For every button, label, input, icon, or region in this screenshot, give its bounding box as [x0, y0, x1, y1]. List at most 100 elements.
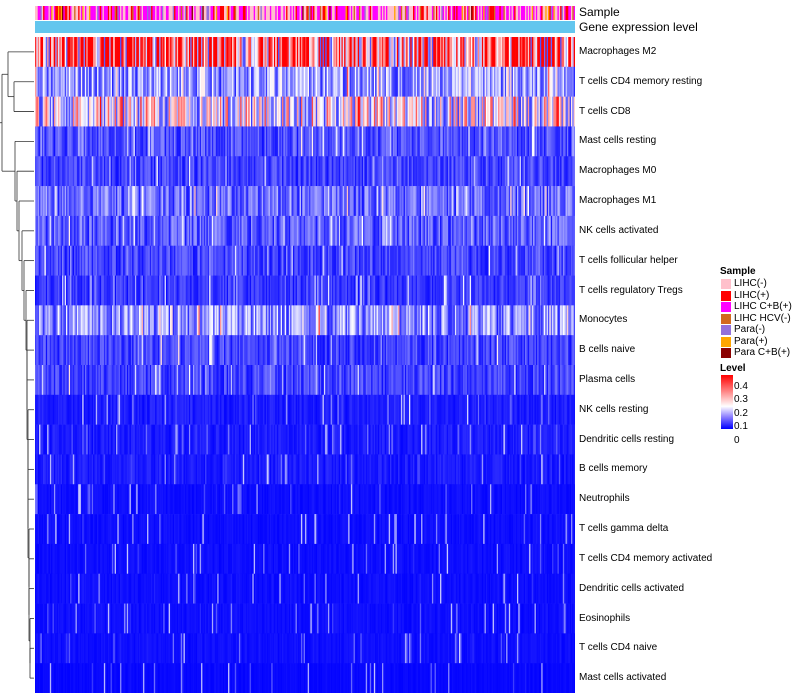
heatmap-cell — [426, 126, 429, 157]
sample-cell — [37, 6, 40, 20]
heatmap-cell — [458, 335, 461, 366]
heatmap-cell — [136, 335, 138, 366]
heatmap-cell — [535, 305, 538, 336]
heatmap-cell — [241, 245, 244, 276]
heatmap-cell — [392, 335, 395, 366]
heatmap-cell — [541, 275, 543, 306]
heatmap-cell — [388, 245, 391, 276]
heatmap-cell — [442, 66, 445, 97]
sample-cell — [398, 6, 400, 20]
heatmap-cell — [541, 96, 543, 127]
heatmap-cell — [261, 305, 264, 336]
heatmap-cell — [261, 275, 264, 306]
heatmap-cell — [430, 305, 433, 336]
heatmap-cell — [143, 126, 145, 157]
heatmap-cell — [502, 66, 504, 97]
heatmap-cell — [427, 305, 430, 336]
heatmap-cell — [257, 186, 260, 217]
heatmap-cell — [190, 156, 192, 187]
heatmap-cell — [41, 335, 44, 366]
heatmap-cell — [199, 335, 202, 366]
sample-cell — [367, 6, 369, 20]
heatmap-cell — [545, 37, 547, 68]
heatmap-cell — [452, 96, 454, 127]
heatmap-cell — [357, 245, 360, 276]
heatmap-cell — [87, 186, 90, 217]
heatmap-cell — [387, 156, 389, 187]
heatmap-cell — [159, 96, 161, 127]
heatmap-cell — [176, 126, 179, 157]
heatmap-cell — [485, 156, 488, 187]
heatmap-cell — [319, 335, 322, 366]
heatmap-cell — [148, 186, 151, 217]
sample-cell — [257, 6, 260, 20]
heatmap-cell — [90, 66, 92, 97]
heatmap-cell — [157, 126, 160, 157]
heatmap-cell — [408, 275, 411, 306]
sample-cell — [360, 6, 362, 20]
heatmap-cell — [280, 335, 283, 366]
heatmap-cell — [51, 96, 53, 127]
heatmap-cell — [99, 305, 102, 336]
heatmap-cell — [132, 305, 134, 336]
heatmap-cell — [495, 156, 497, 187]
heatmap-cell — [341, 37, 344, 68]
heatmap-cell — [431, 96, 434, 127]
heatmap-cell — [311, 275, 314, 306]
heatmap-cell — [43, 215, 45, 247]
heatmap-cell — [564, 96, 566, 127]
heatmap-cell — [407, 335, 410, 366]
heatmap-cell — [319, 275, 322, 306]
heatmap-cell — [190, 96, 192, 127]
heatmap-cell — [133, 37, 136, 68]
heatmap-cell — [508, 126, 511, 157]
heatmap-cell — [49, 365, 52, 396]
heatmap-cell — [252, 126, 254, 157]
heatmap-cell — [236, 66, 238, 97]
heatmap-cell — [133, 156, 136, 187]
heatmap-cell — [530, 37, 533, 68]
heatmap-cell — [395, 186, 398, 217]
heatmap-cell — [403, 335, 406, 366]
heatmap-cell — [548, 215, 550, 247]
heatmap-cell — [473, 186, 476, 217]
heatmap-cell — [334, 275, 337, 306]
heatmap-cell — [533, 96, 535, 127]
heatmap-cell — [153, 37, 156, 68]
heatmap-cell — [342, 126, 345, 157]
heatmap-cell — [246, 126, 249, 157]
heatmap-cell — [321, 156, 323, 187]
heatmap-cell — [64, 305, 67, 336]
heatmap-cell — [116, 37, 118, 68]
heatmap-cell — [344, 66, 346, 97]
heatmap-cell — [472, 126, 475, 157]
heatmap-cell — [253, 215, 256, 247]
heatmap-cell — [336, 37, 338, 68]
heatmap-cell — [494, 335, 496, 366]
heatmap-cell — [472, 245, 475, 276]
heatmap-cell — [484, 37, 487, 68]
heatmap-cell — [246, 215, 249, 247]
heatmap-cell — [431, 156, 434, 187]
heatmap-cell — [433, 126, 435, 157]
heatmap-cell — [260, 305, 263, 336]
heatmap-cell — [492, 335, 495, 366]
heatmap-cell — [226, 186, 229, 217]
heatmap-cell — [155, 96, 157, 127]
heatmap-cell — [446, 66, 449, 97]
heatmap-cell — [67, 305, 70, 336]
heatmap-cell — [283, 156, 286, 187]
heatmap-cell — [326, 126, 329, 157]
heatmap-cell — [391, 96, 394, 127]
heatmap-cell — [518, 275, 520, 306]
heatmap-cell — [573, 66, 575, 97]
heatmap-cell — [386, 186, 388, 217]
heatmap-cell — [340, 245, 342, 276]
heatmap-cell — [525, 335, 527, 366]
heatmap-cell — [136, 126, 138, 157]
heatmap-cell — [336, 96, 338, 127]
heatmap-cell — [113, 335, 115, 366]
heatmap-cell — [399, 305, 402, 336]
heatmap-cell — [110, 186, 113, 217]
heatmap-cell — [465, 96, 468, 127]
